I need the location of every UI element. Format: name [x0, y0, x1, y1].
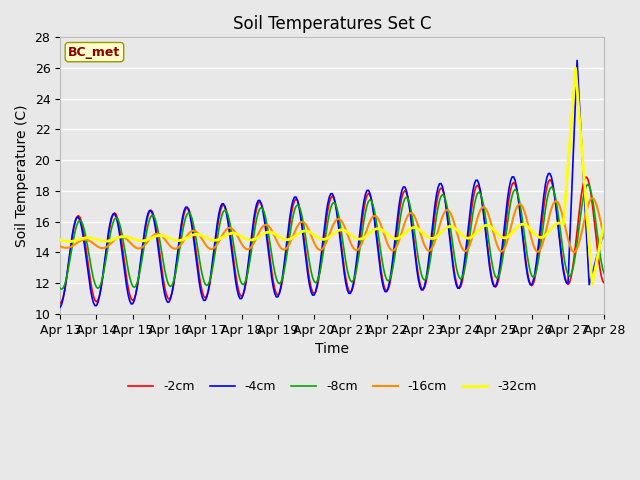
-4cm: [534, 248, 541, 253]
Line: -4cm: -4cm: [60, 60, 604, 307]
-16cm: [72, 241, 79, 247]
-32cm: [572, 65, 579, 71]
-8cm: [368, 198, 376, 204]
-2cm: [600, 280, 608, 286]
Legend: -2cm, -4cm, -8cm, -16cm, -32cm: -2cm, -4cm, -8cm, -16cm, -32cm: [123, 375, 541, 398]
-4cm: [157, 271, 165, 277]
-16cm: [600, 236, 608, 241]
-32cm: [72, 238, 79, 243]
-4cm: [573, 58, 581, 63]
-8cm: [536, 252, 543, 258]
-32cm: [588, 282, 596, 288]
-4cm: [56, 304, 64, 310]
-32cm: [534, 234, 541, 240]
-4cm: [72, 218, 79, 224]
-16cm: [534, 249, 541, 255]
-2cm: [56, 300, 64, 306]
-16cm: [56, 243, 64, 249]
-16cm: [588, 195, 596, 201]
Line: -16cm: -16cm: [60, 198, 604, 252]
-8cm: [398, 207, 406, 213]
-8cm: [56, 285, 64, 291]
-8cm: [386, 276, 394, 282]
-8cm: [58, 287, 65, 292]
-4cm: [396, 195, 404, 201]
Line: -32cm: -32cm: [60, 68, 604, 285]
Text: BC_met: BC_met: [68, 46, 120, 59]
-2cm: [582, 174, 590, 180]
-16cm: [366, 218, 374, 224]
-2cm: [534, 256, 541, 262]
-16cm: [157, 233, 165, 239]
-32cm: [56, 237, 64, 243]
Title: Soil Temperatures Set C: Soil Temperatures Set C: [233, 15, 431, 33]
-32cm: [366, 230, 374, 236]
-8cm: [159, 257, 167, 263]
Y-axis label: Soil Temperature (C): Soil Temperature (C): [15, 104, 29, 247]
-8cm: [73, 222, 81, 228]
-32cm: [385, 232, 392, 238]
-4cm: [600, 227, 608, 232]
-8cm: [600, 271, 608, 277]
Line: -8cm: -8cm: [60, 184, 604, 289]
-4cm: [366, 191, 374, 196]
-2cm: [157, 263, 165, 269]
-2cm: [385, 287, 392, 292]
-8cm: [584, 181, 591, 187]
X-axis label: Time: Time: [316, 342, 349, 356]
-32cm: [396, 234, 404, 240]
-16cm: [396, 234, 404, 240]
-2cm: [366, 192, 374, 198]
-32cm: [600, 219, 608, 225]
-4cm: [385, 285, 392, 291]
-16cm: [570, 249, 578, 255]
-32cm: [157, 233, 165, 239]
Line: -2cm: -2cm: [60, 177, 604, 303]
-2cm: [72, 219, 79, 225]
-2cm: [396, 203, 404, 209]
-16cm: [385, 242, 392, 248]
